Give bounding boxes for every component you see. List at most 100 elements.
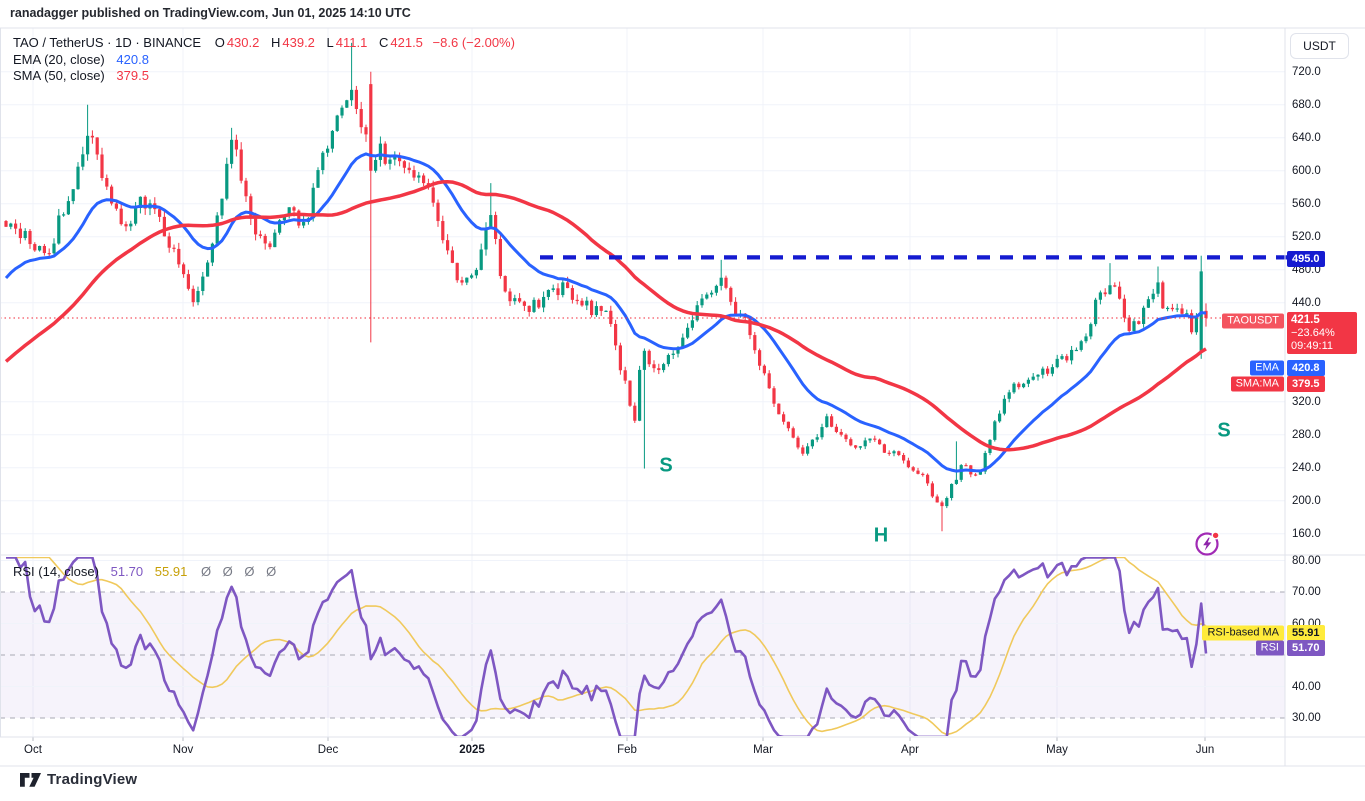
- change-value: −8.6 (−2.00%): [432, 35, 515, 50]
- candle-body: [114, 203, 118, 209]
- candle-body: [1161, 282, 1165, 309]
- candle-body: [666, 354, 670, 365]
- rsi-tick-label: 40.00: [1292, 680, 1321, 693]
- candle-body: [273, 232, 277, 248]
- neckline-price-label[interactable]: 495.0: [1287, 251, 1325, 267]
- candle-body: [105, 177, 109, 187]
- candle-body: [138, 196, 142, 209]
- candle-body: [124, 224, 128, 227]
- candle-body: [1012, 383, 1016, 393]
- symbol-legend-row[interactable]: TAO / TetherUS · 1D · BINANCE O 430.2 H 43…: [13, 35, 517, 50]
- rsi-ma-value-label: 55.91: [1287, 625, 1325, 641]
- candle-body: [191, 288, 195, 303]
- candle-body: [892, 451, 896, 454]
- candle-body: [772, 388, 776, 404]
- candle-body: [1103, 292, 1107, 295]
- candle-body: [935, 496, 939, 503]
- candle-body: [1041, 368, 1045, 375]
- candle-body: [734, 301, 738, 315]
- last-price-value: 421.5: [1291, 314, 1320, 326]
- rsi-tag: RSI: [1255, 640, 1284, 656]
- candle-body: [566, 282, 570, 289]
- candle-body: [1065, 356, 1069, 361]
- candle-body: [431, 187, 435, 203]
- candle-body: [465, 277, 469, 283]
- rsi-legend-row[interactable]: RSI (14, close) 51.70 55.91 Ø Ø Ø Ø: [13, 564, 282, 579]
- ema-legend-row[interactable]: EMA (20, close) 420.8: [13, 52, 151, 67]
- candle-body: [1002, 398, 1006, 414]
- candle-body: [676, 347, 680, 354]
- candle-body: [335, 115, 339, 131]
- candle-body: [441, 221, 445, 241]
- candle-body: [239, 149, 243, 181]
- price-tick-label: 320.0: [1292, 395, 1321, 408]
- candle-body: [810, 439, 814, 447]
- candle-body: [930, 483, 934, 497]
- annotation-head[interactable]: H: [873, 524, 889, 547]
- candle-body: [1031, 376, 1035, 380]
- candle-body: [215, 215, 219, 244]
- candle-body: [254, 218, 258, 235]
- price-tick-label: 640.0: [1292, 131, 1321, 144]
- price-tick-label: 200.0: [1292, 494, 1321, 507]
- candle-body: [484, 228, 488, 250]
- candle-body: [690, 320, 694, 328]
- high-value: 439.2: [282, 35, 315, 50]
- time-axis-label: Jun: [1195, 744, 1215, 756]
- lightning-bolt-icon: [1203, 537, 1212, 551]
- candle-body: [1118, 286, 1122, 299]
- candle-body: [287, 207, 291, 217]
- ema-price-label: 420.8: [1287, 360, 1325, 376]
- candle-body: [916, 470, 920, 474]
- candle-body: [748, 317, 752, 336]
- candle-body: [1050, 367, 1054, 374]
- price-tick-label: 600.0: [1292, 164, 1321, 177]
- candle-body: [412, 170, 416, 178]
- candle-body: [14, 223, 18, 229]
- candle-body: [278, 220, 282, 233]
- brand-wordmark: TradingView: [47, 771, 138, 788]
- candle-body: [858, 446, 862, 448]
- candle-body: [532, 299, 536, 312]
- candle-body: [23, 230, 27, 239]
- candle-body: [1046, 368, 1050, 374]
- candle-body: [897, 451, 901, 456]
- price-tick-label: 720.0: [1292, 65, 1321, 78]
- time-axis-label: Oct: [24, 744, 42, 756]
- annotation-left-shoulder[interactable]: S: [659, 454, 673, 477]
- candle-body: [302, 221, 306, 226]
- candle-body: [710, 292, 714, 295]
- notification-dot: [1211, 531, 1220, 540]
- candle-body: [234, 139, 238, 150]
- candle-body: [954, 479, 958, 484]
- candle-body: [95, 137, 99, 155]
- rsi-value: 51.70: [110, 564, 144, 579]
- candle-body: [729, 287, 733, 302]
- currency-button[interactable]: USDT: [1290, 33, 1349, 59]
- candle-body: [806, 446, 810, 454]
- candle-body: [940, 502, 944, 507]
- candle-body: [599, 306, 603, 311]
- candle-body: [47, 253, 51, 255]
- candle-body: [974, 474, 978, 476]
- candle-body: [1089, 324, 1093, 337]
- candle-body: [489, 215, 493, 229]
- candle-body: [527, 305, 531, 312]
- candle-body: [580, 300, 584, 306]
- candle-body: [839, 431, 843, 435]
- boost-zap-icon[interactable]: [1193, 529, 1222, 558]
- candle-body: [436, 202, 440, 222]
- candle-body: [911, 467, 915, 471]
- sma-legend-row[interactable]: SMA (50, close) 379.5: [13, 68, 151, 83]
- candle-body: [782, 414, 786, 422]
- low-value: 411.1: [335, 35, 368, 50]
- candle-body: [834, 426, 838, 432]
- candle-body: [210, 243, 214, 263]
- annotation-right-shoulder[interactable]: S: [1217, 419, 1231, 442]
- candle-body: [945, 497, 949, 507]
- tradingview-logo[interactable]: TradingView: [20, 771, 137, 788]
- candle-body: [815, 437, 819, 440]
- rsi-line: [6, 557, 1208, 736]
